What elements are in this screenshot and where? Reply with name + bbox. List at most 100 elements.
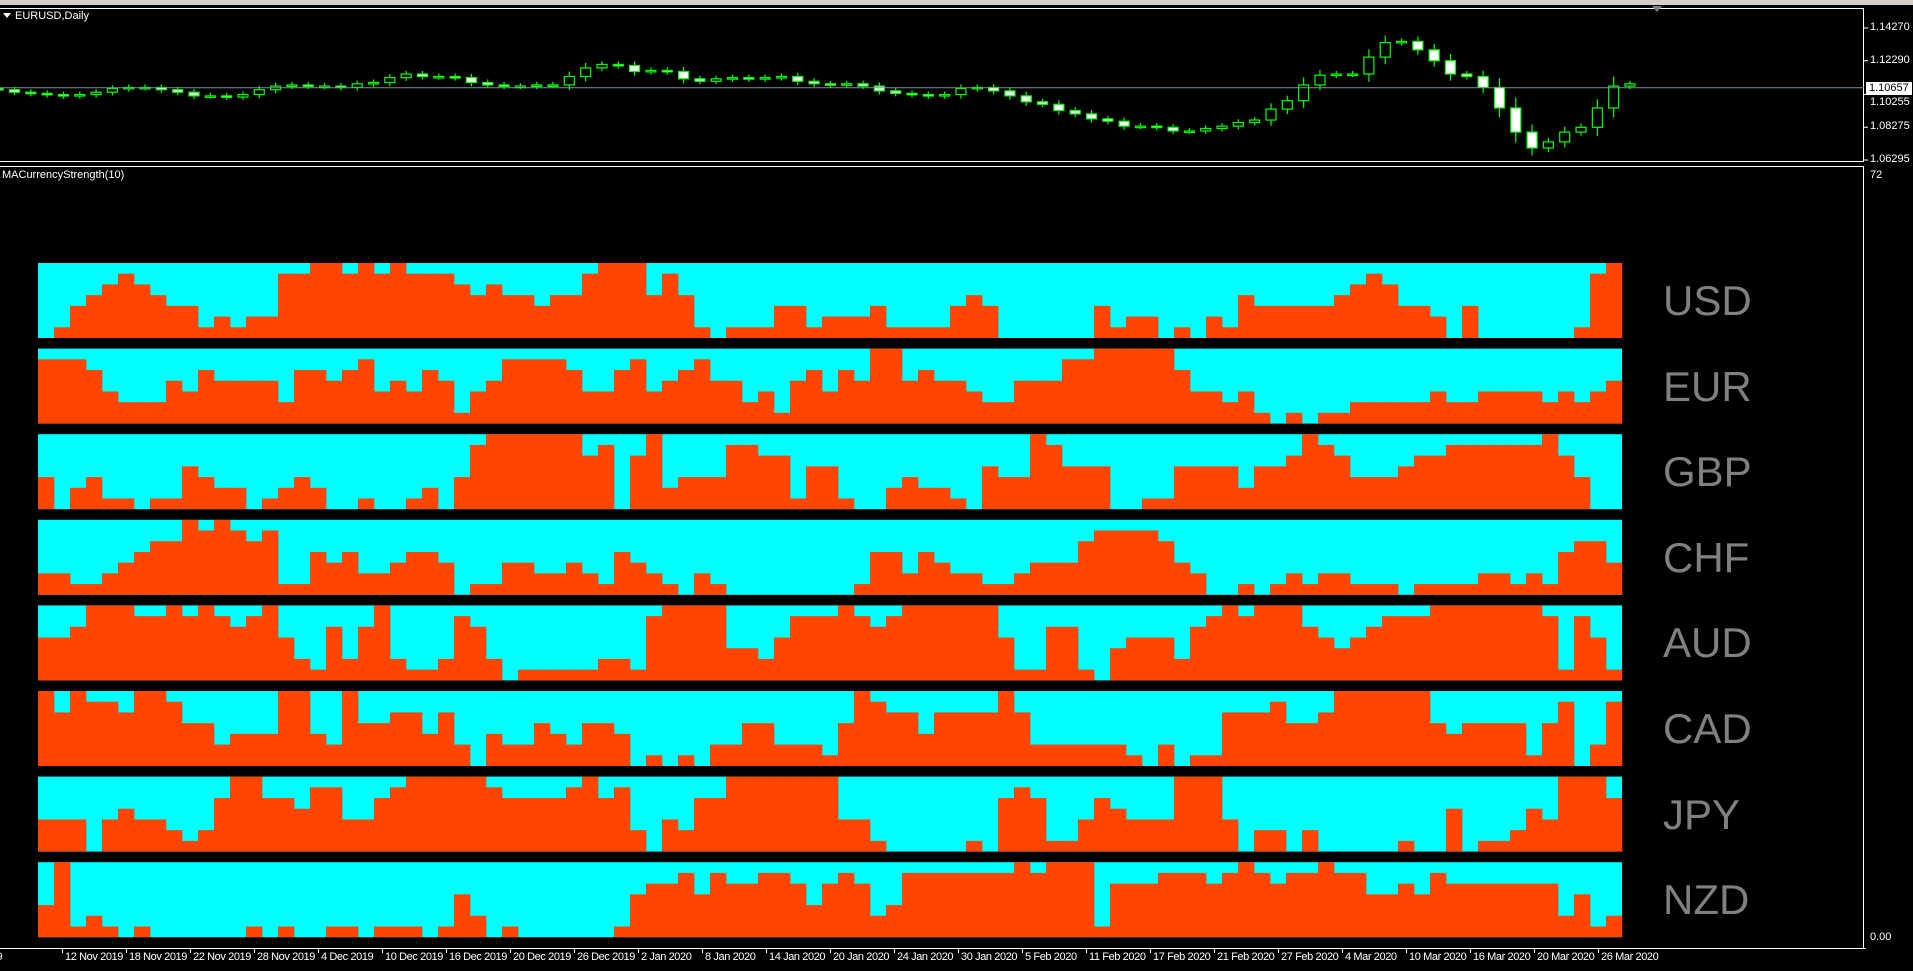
strength-bar bbox=[422, 487, 439, 510]
strength-bar bbox=[1414, 305, 1431, 338]
strength-bar bbox=[38, 819, 55, 852]
chart-menu-triangle-icon[interactable] bbox=[3, 13, 11, 18]
strength-bar bbox=[1542, 723, 1559, 766]
symbol-title: EURUSD,Daily bbox=[15, 10, 89, 22]
strength-bar bbox=[134, 284, 151, 338]
strength-bar bbox=[486, 284, 503, 338]
strength-bar bbox=[86, 477, 103, 510]
strength-bar bbox=[1478, 723, 1495, 766]
strength-bar bbox=[1270, 701, 1287, 766]
strength-bar bbox=[1542, 883, 1559, 938]
bullish-candle bbox=[400, 73, 412, 79]
strength-bar bbox=[342, 273, 359, 338]
strength-bar bbox=[1078, 541, 1095, 595]
strength-bar bbox=[710, 380, 727, 424]
strength-bar bbox=[1030, 562, 1047, 595]
strength-bar bbox=[262, 798, 279, 852]
strength-bar bbox=[1318, 305, 1335, 338]
time-tick-label: 11 Feb 2020 bbox=[1089, 951, 1146, 963]
currency-label-jpy: JPY bbox=[1663, 790, 1741, 838]
strength-bar bbox=[486, 658, 503, 681]
strength-bar bbox=[1606, 263, 1623, 338]
strength-bar bbox=[550, 669, 567, 681]
strength-bar bbox=[790, 498, 807, 510]
strength-bar bbox=[1174, 658, 1191, 681]
strength-bar bbox=[1014, 862, 1031, 938]
strength-bar bbox=[534, 798, 551, 852]
strength-bar bbox=[1286, 723, 1303, 766]
strength-bar bbox=[1302, 626, 1319, 681]
strength-bar bbox=[294, 808, 311, 852]
strength-bar bbox=[886, 905, 903, 938]
strength-bar bbox=[678, 605, 695, 681]
bullish-candle bbox=[939, 93, 951, 97]
price-tick-label: 1.12290 bbox=[1870, 53, 1910, 66]
price-chart-pane[interactable] bbox=[0, 8, 1864, 162]
strength-bar bbox=[470, 295, 487, 338]
strength-bar bbox=[438, 658, 455, 681]
strength-bar bbox=[1590, 391, 1607, 424]
strength-bar bbox=[118, 498, 135, 510]
strength-bar bbox=[1206, 755, 1223, 766]
strength-bar bbox=[902, 605, 919, 681]
strength-bar bbox=[694, 894, 711, 938]
strength-bar bbox=[1062, 562, 1079, 595]
strength-bar bbox=[566, 295, 583, 338]
strength-bar bbox=[1174, 562, 1191, 595]
bullish-candle bbox=[1265, 108, 1277, 121]
strength-bar bbox=[406, 273, 423, 338]
strength-bar bbox=[758, 776, 775, 852]
strength-bar bbox=[982, 872, 999, 938]
bearish-candle bbox=[1004, 90, 1016, 97]
bullish-candle bbox=[1591, 107, 1603, 128]
strength-bar bbox=[1078, 669, 1095, 681]
strength-bar bbox=[438, 380, 455, 424]
currency-label-gbp: GBP bbox=[1663, 448, 1752, 496]
time-tick-label: 8 Jan 2020 bbox=[705, 951, 756, 963]
strength-bar bbox=[486, 380, 503, 424]
strength-bar bbox=[646, 434, 663, 510]
strength-bar bbox=[1430, 455, 1447, 510]
strength-bar bbox=[1110, 530, 1127, 595]
strength-bar bbox=[342, 926, 359, 938]
time-tick-label: 6 Nov 2019 bbox=[0, 951, 3, 964]
strength-bar bbox=[838, 872, 855, 938]
strength-bar bbox=[550, 434, 567, 510]
strength-bar bbox=[870, 701, 887, 766]
strength-bar bbox=[1414, 402, 1431, 424]
strength-bar bbox=[950, 380, 967, 424]
bearish-candle bbox=[25, 91, 37, 95]
chart-shift-marker-icon[interactable] bbox=[1652, 6, 1662, 12]
strength-bar bbox=[1398, 305, 1415, 338]
strength-bar bbox=[1574, 402, 1591, 424]
strength-bar bbox=[1350, 637, 1367, 681]
strength-bar bbox=[790, 744, 807, 766]
strength-bar bbox=[550, 295, 567, 338]
strength-bar bbox=[566, 562, 583, 595]
strength-bar bbox=[1494, 605, 1511, 681]
strength-bar bbox=[742, 648, 759, 681]
strength-bar bbox=[1350, 872, 1367, 938]
indicator-pane[interactable] bbox=[0, 166, 1864, 949]
strength-bar bbox=[1094, 926, 1111, 938]
strength-bar bbox=[1030, 380, 1047, 424]
bearish-candle bbox=[482, 81, 494, 86]
strength-bar bbox=[358, 263, 375, 338]
strength-bar bbox=[86, 370, 103, 424]
strength-bar bbox=[1382, 284, 1399, 338]
strength-bar bbox=[230, 733, 247, 766]
strength-bar bbox=[294, 273, 311, 338]
bullish-candle bbox=[1559, 131, 1571, 143]
strength-bar bbox=[198, 477, 215, 510]
strength-bar bbox=[710, 477, 727, 510]
strength-bar bbox=[198, 327, 215, 338]
strength-bar bbox=[934, 562, 951, 595]
strength-bar bbox=[1366, 691, 1383, 766]
strength-bar bbox=[1318, 573, 1335, 595]
strength-bar bbox=[1590, 273, 1607, 338]
strength-bar bbox=[646, 616, 663, 681]
strength-bar bbox=[854, 616, 871, 681]
strength-row-usd bbox=[38, 263, 1623, 338]
strength-bar bbox=[934, 872, 951, 938]
strength-bar bbox=[1398, 883, 1415, 938]
